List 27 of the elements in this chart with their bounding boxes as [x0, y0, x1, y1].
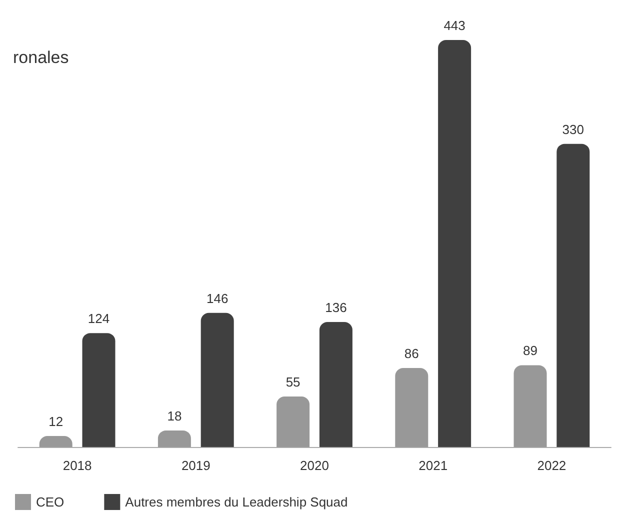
- x-tick-label: 2019: [181, 458, 210, 473]
- data-label: 146: [206, 290, 228, 306]
- x-tick-label: 2020: [300, 458, 329, 473]
- x-tick-label: 2022: [537, 458, 566, 473]
- bar: [82, 333, 116, 447]
- x-tick-label: 2021: [418, 458, 448, 473]
- bar: [158, 430, 191, 447]
- bar: [276, 396, 310, 447]
- data-label: 86: [404, 346, 419, 361]
- bar: [514, 365, 547, 447]
- bar: [556, 144, 590, 447]
- data-label: 89: [523, 343, 538, 358]
- bar: [319, 322, 352, 447]
- data-label: 12: [48, 414, 64, 429]
- legend-label: Autres membres du Leadership Squad: [125, 494, 348, 510]
- bar: [395, 368, 428, 447]
- data-label: 124: [88, 311, 110, 326]
- data-label: 136: [325, 300, 347, 316]
- text: ronales: [13, 48, 69, 67]
- data-label: 55: [286, 374, 300, 390]
- bar: [200, 312, 234, 447]
- data-label: 18: [167, 408, 182, 424]
- bar: [438, 40, 472, 447]
- data-label: 443: [444, 18, 466, 33]
- legend-label: CEO: [36, 494, 64, 510]
- data-label: 330: [562, 122, 584, 137]
- x-tick-label: 2018: [62, 458, 92, 473]
